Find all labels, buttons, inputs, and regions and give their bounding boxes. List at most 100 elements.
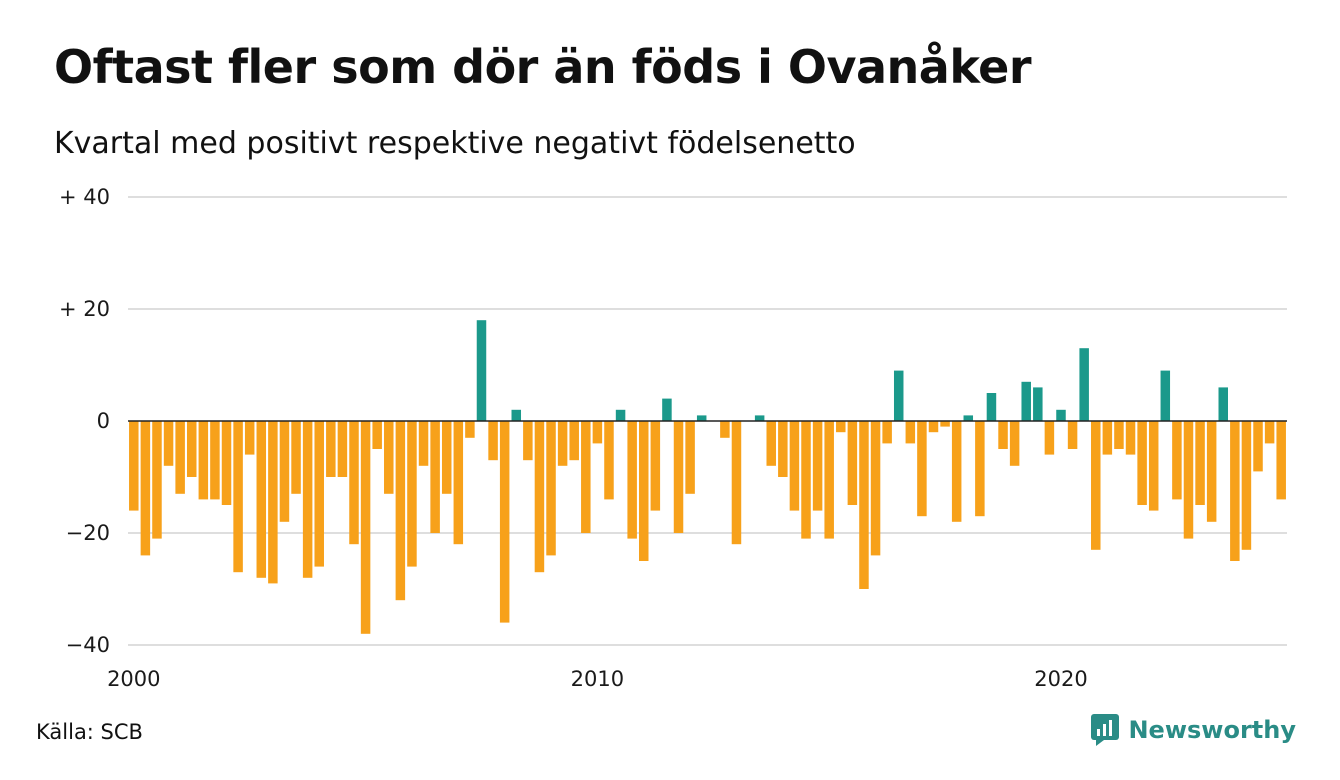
- bar: [1114, 421, 1124, 449]
- y-tick-labels: + 40 + 20 0 −20 −40: [59, 185, 110, 657]
- y-tick-label: −40: [66, 633, 110, 657]
- bar-chart: + 40 + 20 0 −20 −40 2000 2010 2020: [59, 185, 1287, 691]
- x-tick-label: 2000: [107, 667, 160, 691]
- bar: [1033, 387, 1043, 421]
- bar: [1160, 370, 1171, 421]
- bar: [302, 421, 313, 578]
- bar: [778, 421, 788, 477]
- y-tick-label: + 20: [59, 297, 110, 321]
- bar: [326, 421, 336, 477]
- bar: [337, 421, 348, 477]
- bar: [673, 421, 684, 533]
- bar: [986, 393, 997, 421]
- y-tick-label: + 40: [59, 185, 110, 209]
- bar: [453, 421, 464, 545]
- bar: [1137, 421, 1147, 505]
- bar: [418, 421, 429, 466]
- x-tick-label: 2020: [1034, 667, 1087, 691]
- bar: [893, 370, 904, 421]
- bar: [140, 421, 151, 556]
- bar: [1206, 421, 1217, 522]
- bar: [801, 421, 811, 539]
- bar: [372, 421, 382, 449]
- bar: [928, 421, 939, 433]
- bar: [998, 421, 1008, 449]
- bar: [1195, 421, 1205, 505]
- bar: [546, 421, 556, 556]
- bar: [870, 421, 881, 556]
- bar: [615, 409, 626, 421]
- bar: [511, 409, 522, 421]
- bar: [488, 421, 498, 461]
- bar: [1264, 421, 1275, 444]
- bar: [279, 421, 290, 522]
- x-tick-label: 2010: [571, 667, 624, 691]
- bar: [569, 421, 579, 461]
- bar: [1044, 421, 1055, 455]
- bar: [244, 421, 255, 455]
- bar: [268, 421, 278, 584]
- bar: [198, 421, 209, 500]
- bar: [1241, 421, 1252, 550]
- bar: [963, 415, 974, 421]
- bar: [175, 421, 185, 494]
- bar: [627, 421, 637, 539]
- bar: [859, 421, 869, 589]
- bar: [951, 421, 962, 522]
- bar: [152, 421, 162, 539]
- bar: [1067, 421, 1078, 449]
- bar: [430, 421, 440, 533]
- bar: [1276, 421, 1286, 500]
- bar: [1172, 421, 1182, 500]
- bar: [604, 421, 614, 500]
- bar: [917, 421, 927, 517]
- chart-title: Oftast fler som dör än föds i Ovanåker: [54, 40, 1032, 94]
- bar: [441, 421, 452, 494]
- bar: [1102, 421, 1113, 455]
- bar: [557, 421, 568, 466]
- bar: [905, 421, 916, 444]
- bar: [534, 421, 545, 573]
- bar: [349, 421, 359, 545]
- bar: [1009, 421, 1020, 466]
- bar: [360, 421, 371, 634]
- x-tick-labels: 2000 2010 2020: [107, 667, 1088, 691]
- bar: [233, 421, 243, 573]
- bar: [696, 415, 707, 421]
- bar: [882, 421, 892, 444]
- bar: [836, 421, 846, 433]
- bar: [291, 421, 301, 494]
- bar: [1056, 409, 1066, 421]
- bar: [314, 421, 324, 567]
- bar: [1125, 421, 1136, 455]
- bar: [824, 421, 834, 539]
- bar: [1148, 421, 1159, 511]
- y-tick-label: −20: [66, 521, 110, 545]
- bars: [128, 320, 1287, 634]
- chart-subtitle: Kvartal med positivt respektive negativt…: [54, 126, 856, 161]
- bar: [256, 421, 267, 578]
- bar: [1230, 421, 1240, 561]
- bar: [407, 421, 417, 567]
- bar: [395, 421, 406, 601]
- newsworthy-logo-icon: [1091, 714, 1120, 746]
- bar: [766, 421, 776, 466]
- y-tick-label: 0: [97, 409, 110, 433]
- bar: [720, 421, 730, 438]
- bar: [812, 421, 823, 511]
- bar: [975, 421, 985, 517]
- bar: [1079, 348, 1089, 421]
- brand-name: Newsworthy: [1128, 716, 1296, 744]
- bar: [499, 421, 510, 623]
- bar: [210, 421, 220, 500]
- bar: [847, 421, 858, 505]
- bar: [384, 421, 394, 494]
- bar: [940, 421, 950, 427]
- bar: [731, 421, 742, 545]
- bar: [1021, 381, 1031, 421]
- bar: [465, 421, 475, 438]
- bar: [650, 421, 661, 511]
- bar: [523, 421, 533, 461]
- bar: [186, 421, 197, 477]
- source-note: Källa: SCB: [36, 720, 143, 744]
